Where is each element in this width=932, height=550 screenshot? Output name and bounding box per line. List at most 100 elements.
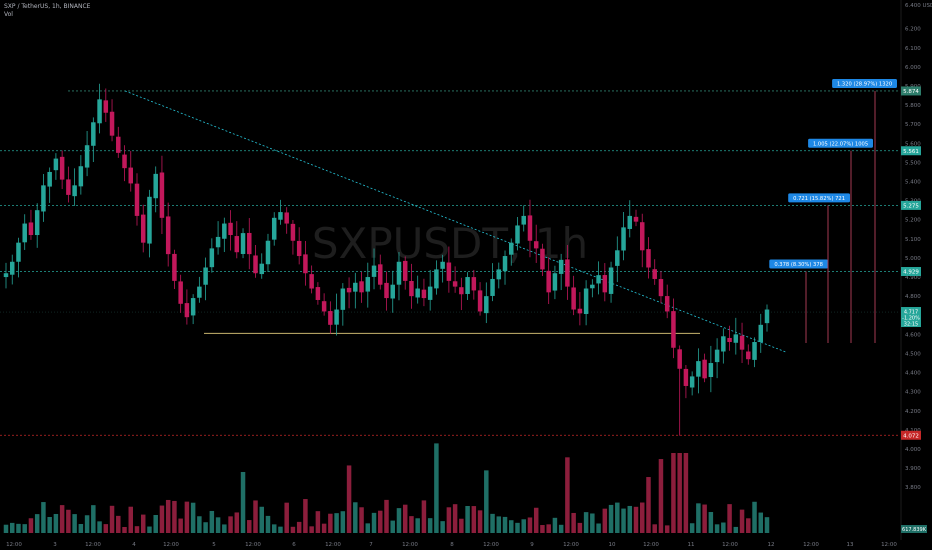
volume-bar bbox=[271, 524, 277, 533]
candle-body bbox=[78, 166, 84, 187]
time-tick-label: 9 bbox=[530, 542, 534, 548]
price-tick-label: 6.200 bbox=[905, 27, 921, 33]
candle-body bbox=[677, 349, 682, 369]
time-tick-label: 12:00 bbox=[722, 542, 738, 548]
volume-bar bbox=[427, 518, 433, 533]
volume-bar bbox=[172, 500, 177, 533]
time-tick-label: 10 bbox=[609, 542, 616, 548]
time-tick-label: 7 bbox=[369, 542, 373, 548]
candle-body bbox=[240, 233, 246, 254]
candle-body bbox=[359, 281, 364, 293]
candle-body bbox=[378, 264, 383, 285]
volume-bar bbox=[159, 505, 165, 533]
volume-bar bbox=[22, 524, 27, 533]
candle-body bbox=[178, 281, 183, 304]
volume-bar bbox=[484, 470, 489, 533]
last-price-label: 4.717 bbox=[904, 310, 918, 316]
candle-body bbox=[446, 262, 452, 281]
volume-bar bbox=[733, 526, 739, 533]
volume-bar bbox=[621, 508, 626, 533]
volume-bar bbox=[533, 507, 539, 533]
candle-body bbox=[109, 111, 115, 136]
volume-bar bbox=[203, 522, 208, 533]
candle-body bbox=[172, 253, 177, 281]
volume-bar bbox=[109, 505, 115, 533]
candle-body bbox=[689, 376, 695, 388]
candle-body bbox=[440, 261, 445, 269]
candle-body bbox=[427, 286, 433, 300]
candle-body bbox=[309, 274, 314, 289]
price-tick-label: 5.200 bbox=[905, 218, 921, 224]
volume-indicator-label[interactable]: Vol bbox=[4, 11, 13, 18]
price-tick-label: 4.500 bbox=[905, 351, 921, 357]
price-tick-label: 5.800 bbox=[905, 103, 921, 109]
candle-body bbox=[477, 290, 483, 312]
target-label-box bbox=[832, 78, 897, 88]
symbol-title[interactable]: SXP / TetherUS, 1h, BINANCE bbox=[4, 3, 91, 10]
volume-bar bbox=[296, 521, 302, 533]
candle-body bbox=[346, 287, 352, 293]
time-tick-label: 12:00 bbox=[245, 542, 261, 548]
candle-body bbox=[103, 100, 109, 113]
volume-tag-label: 617.839K bbox=[902, 527, 927, 533]
time-tick-label: 3 bbox=[53, 542, 57, 548]
volume-bar bbox=[34, 514, 40, 533]
price-axis[interactable]: 3.8003.9004.0004.1004.2004.3004.4004.500… bbox=[900, 0, 932, 540]
candle-body bbox=[328, 311, 333, 325]
volume-bar bbox=[215, 517, 221, 533]
volume-bar bbox=[253, 500, 258, 533]
candle-body bbox=[47, 171, 52, 187]
volume-bar bbox=[66, 509, 71, 533]
volume-bar bbox=[122, 526, 127, 533]
volume-bar bbox=[652, 524, 657, 533]
candle-body bbox=[184, 303, 190, 318]
candle-body bbox=[590, 284, 595, 289]
candle-body bbox=[409, 281, 414, 297]
candle-body bbox=[315, 287, 321, 300]
candle-body bbox=[396, 261, 402, 285]
price-axis-unit: 6.400 USDT bbox=[905, 3, 932, 9]
price-tick-label: 4.000 bbox=[905, 447, 921, 453]
candle-body bbox=[165, 216, 171, 255]
candle-body bbox=[390, 284, 395, 299]
targets-layer: 0.378 (8.30%) 378 0.721 (15.82%) 721 1.005… bbox=[769, 78, 897, 343]
volume-bar bbox=[546, 524, 551, 533]
price-level-tag bbox=[901, 86, 921, 96]
candle-body bbox=[515, 225, 520, 244]
volume-bar bbox=[434, 443, 439, 533]
price-tick-label: 5.500 bbox=[905, 160, 921, 166]
chart-header: SXP / TetherUS, 1h, BINANCE Vol bbox=[4, 3, 90, 19]
candle-body bbox=[259, 263, 264, 275]
candle-body bbox=[116, 136, 121, 153]
candle-body bbox=[552, 273, 558, 291]
price-level-label: 5.874 bbox=[903, 89, 919, 95]
volume-bar bbox=[59, 505, 65, 533]
candle-body bbox=[72, 185, 77, 197]
candle-body bbox=[540, 248, 545, 270]
candle-body bbox=[421, 289, 427, 299]
volume-bar bbox=[540, 525, 545, 533]
candle-body bbox=[558, 259, 564, 274]
volume-bar bbox=[677, 453, 682, 533]
volume-bar bbox=[671, 453, 676, 533]
volume-bar bbox=[471, 506, 477, 533]
volume-bar bbox=[515, 522, 520, 533]
candle-body bbox=[721, 336, 726, 352]
symbol-watermark: SXPUSDT, 1h bbox=[312, 219, 588, 268]
volume-bar bbox=[91, 505, 96, 533]
price-tick-label: 5.600 bbox=[905, 141, 921, 147]
time-tick-label: 11 bbox=[688, 542, 695, 548]
candle-body bbox=[496, 269, 502, 280]
price-tick-label: 5.000 bbox=[905, 256, 921, 262]
candle-body bbox=[696, 361, 701, 377]
time-axis[interactable]: 12:00 3 12:00 4 12:00 5 12:00 6 12:00 7 12:00 8 12:0… bbox=[6, 542, 897, 548]
candle-body bbox=[334, 309, 339, 325]
candle-body bbox=[59, 156, 65, 180]
volume-bar bbox=[633, 506, 639, 533]
volume-bar bbox=[583, 512, 589, 533]
volume-bar bbox=[3, 524, 9, 533]
price-tick-label: 3.800 bbox=[905, 485, 921, 491]
price-tick-label: 5.700 bbox=[905, 122, 921, 128]
